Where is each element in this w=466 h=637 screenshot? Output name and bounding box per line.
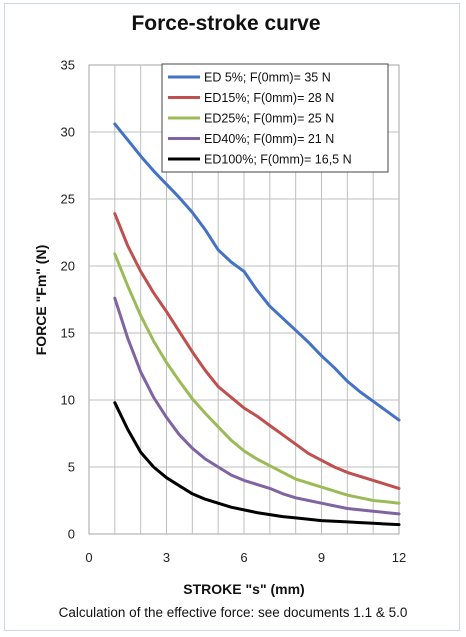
legend: ED 5%; F(0mm)= 35 N ED15%; F(0mm)= 28 N ED… (161, 63, 389, 173)
series-line-2 (113, 212, 401, 490)
y-tick-label: 25 (61, 192, 75, 207)
y-tick-label: 5 (68, 460, 75, 475)
legend-label-4: ED40%; F(0mm)= 21 N (204, 132, 334, 146)
x-axis-label: STROKE "s" (mm) (183, 581, 304, 597)
x-tick-label: 12 (392, 550, 406, 565)
series-lines (113, 122, 401, 527)
series-line-5 (113, 401, 401, 527)
series-line-3 (113, 252, 401, 505)
series-line-1 (113, 122, 401, 422)
legend-label-5: ED100%; F(0mm)= 16,5 N (204, 153, 352, 167)
x-tick-label: 6 (240, 550, 247, 565)
y-tick-label: 20 (61, 259, 75, 274)
caption: Calculation of the effective force: see … (59, 605, 408, 620)
x-tick-label: 3 (163, 550, 170, 565)
y-tick-label: 30 (61, 125, 75, 140)
legend-label-1: ED 5%; F(0mm)= 35 N (204, 71, 331, 85)
y-axis-label: FORCE "Fm" (N) (33, 245, 49, 356)
x-tick-label: 9 (318, 550, 325, 565)
legend-label-3: ED25%; F(0mm)= 25 N (204, 112, 334, 126)
y-tick-label: 10 (61, 393, 75, 408)
horizontal-gridlines (89, 131, 399, 468)
y-tick-label: 0 (68, 527, 75, 542)
series-line-4 (113, 296, 401, 516)
x-axis-ticks: 0 3 6 9 12 (85, 550, 406, 565)
y-tick-label: 35 (61, 58, 75, 73)
legend-label-2: ED15%; F(0mm)= 28 N (204, 91, 334, 105)
x-tick-label: 0 (85, 550, 92, 565)
y-tick-label: 15 (61, 326, 75, 341)
chart-title: Force-stroke curve (131, 12, 320, 35)
y-axis-ticks: 0 5 10 15 20 25 30 35 (61, 58, 75, 542)
